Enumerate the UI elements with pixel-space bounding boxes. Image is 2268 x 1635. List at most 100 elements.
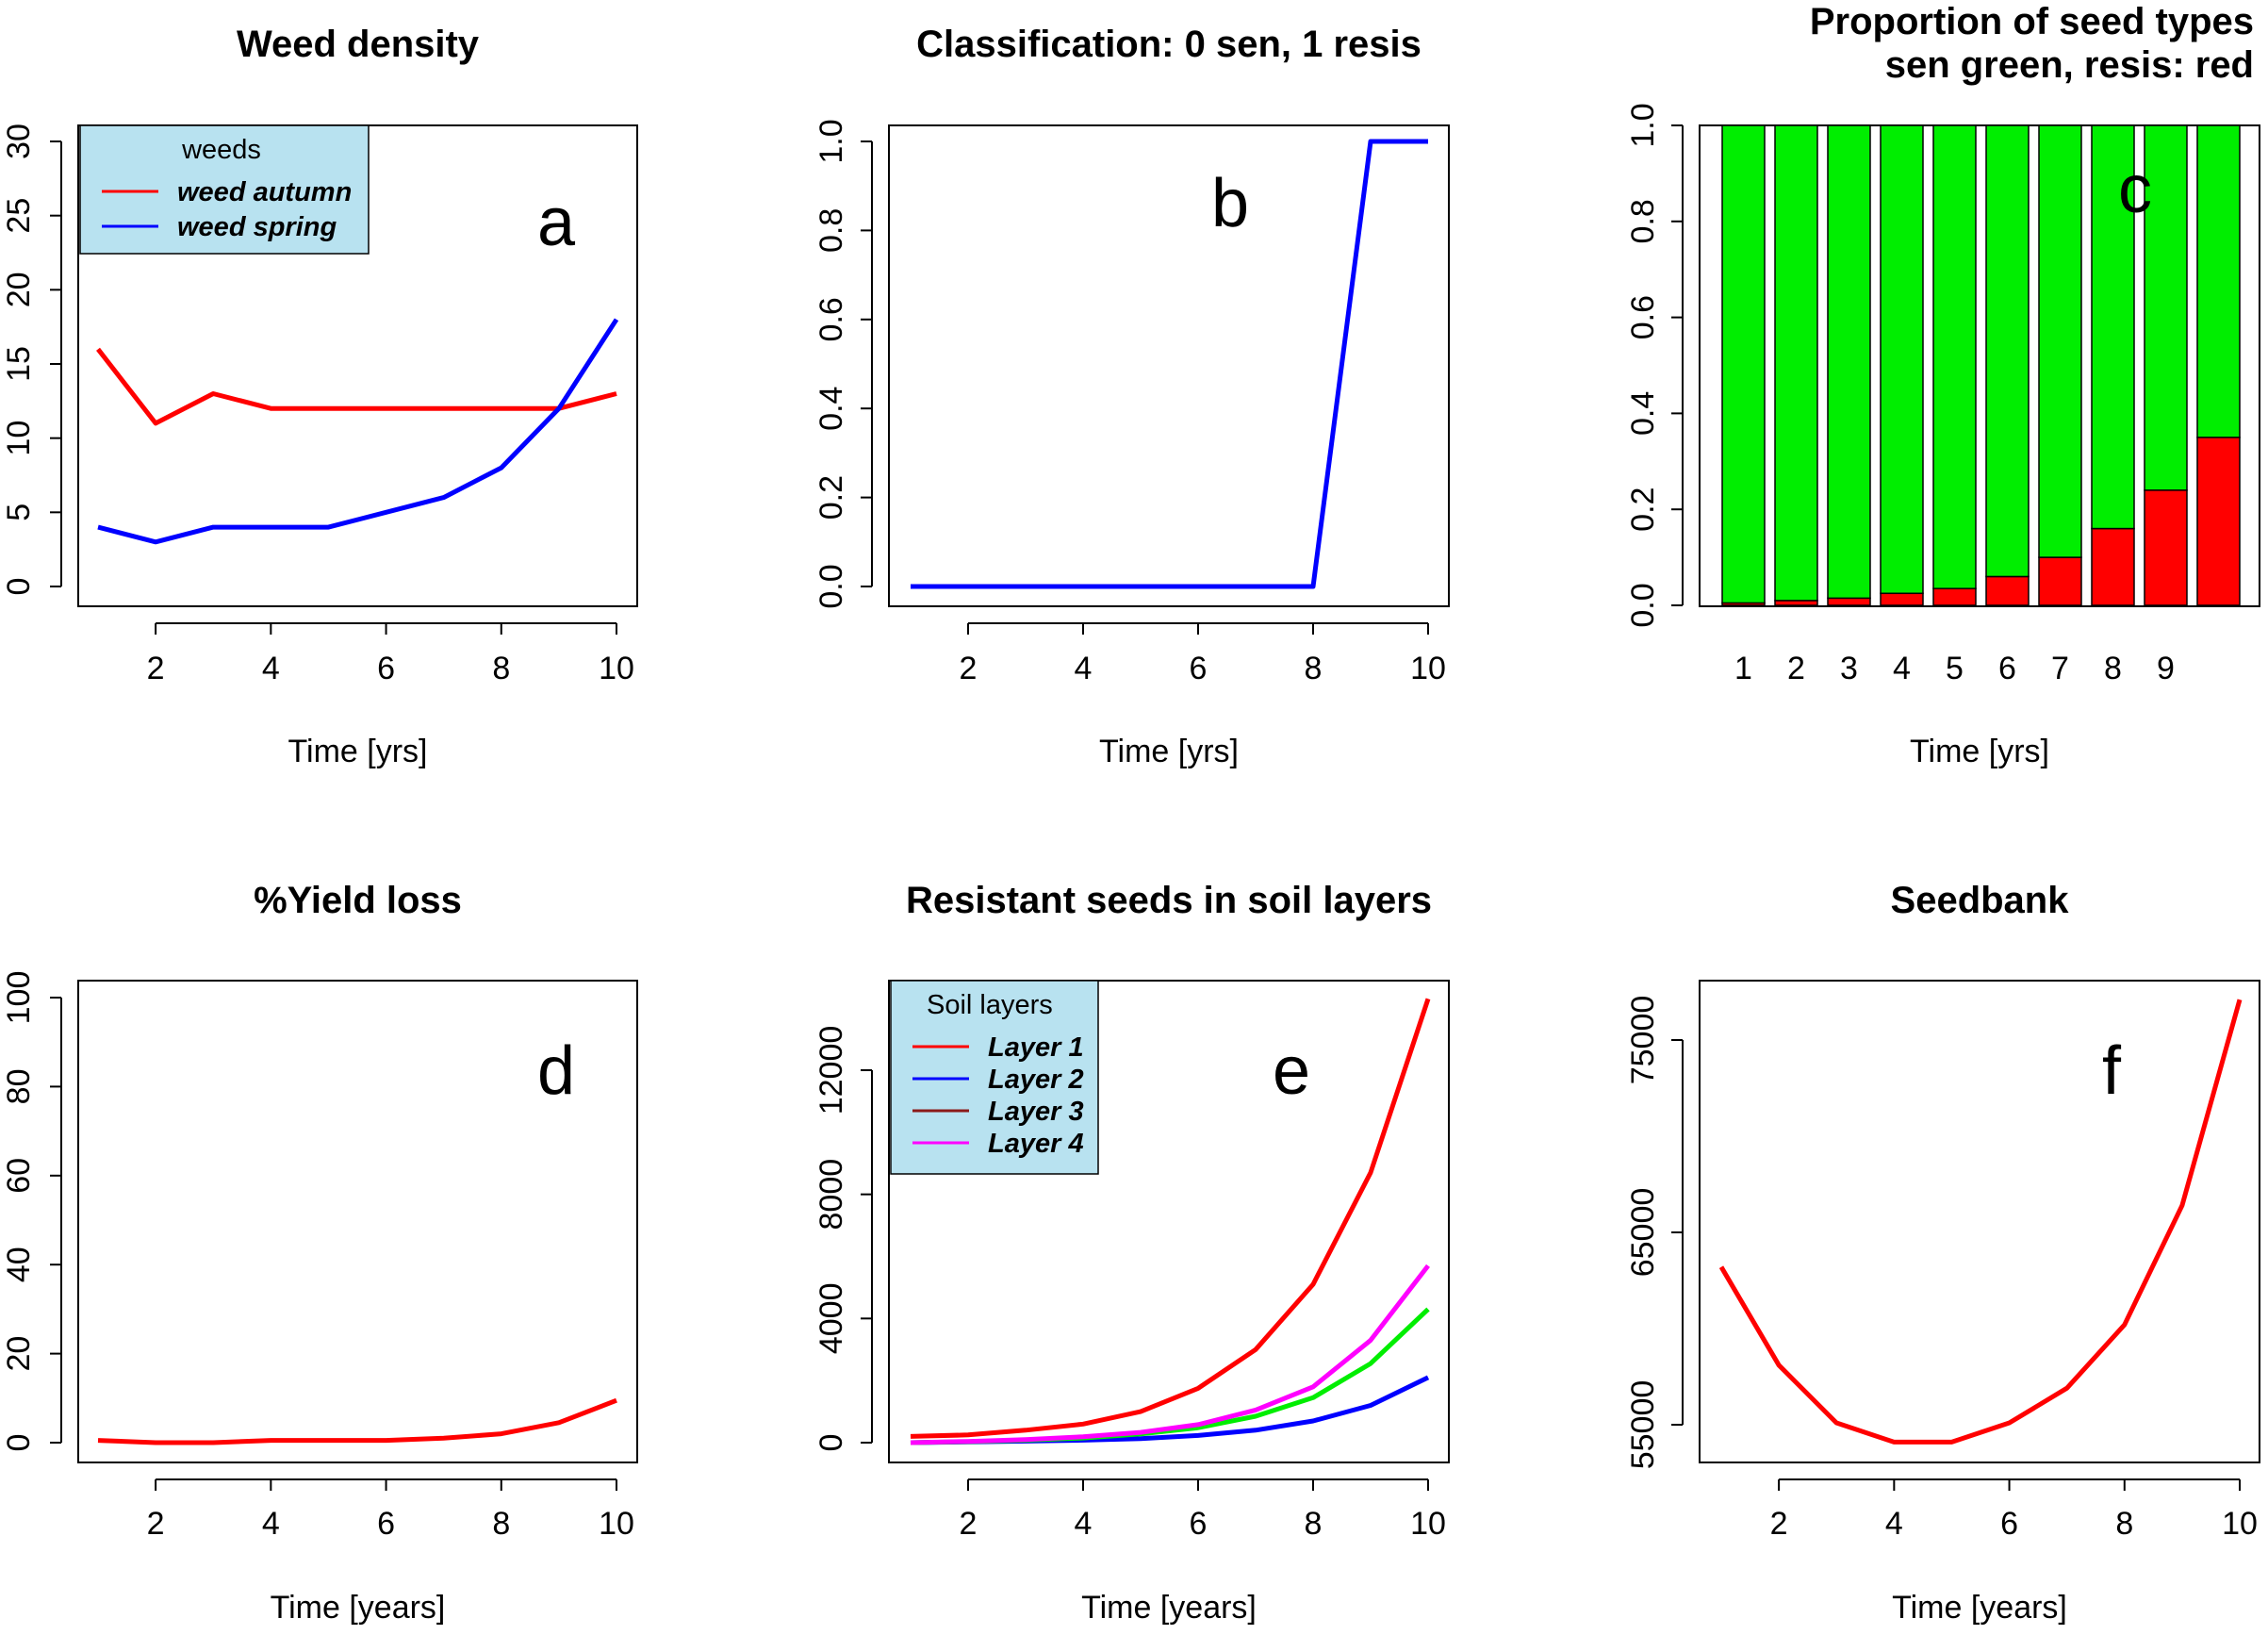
- bar-resis-4: [1880, 592, 1924, 606]
- x-tick-label: 8: [2104, 651, 2122, 686]
- panel-letter: f: [2102, 1033, 2122, 1109]
- legend-label: weed autumn: [177, 177, 352, 207]
- y-tick-label: 1.0: [814, 119, 849, 163]
- x-tick-label: 10: [2222, 1506, 2258, 1542]
- plot-frame: [888, 124, 1450, 607]
- x-tick-label: 9: [2157, 651, 2175, 686]
- y-tick-label: 0.2: [814, 475, 849, 520]
- legend-title: Soil layers: [927, 990, 1053, 1020]
- x-tick-label: 8: [492, 651, 510, 686]
- series-line-layer-4: [910, 1263, 1430, 1445]
- panel-letter: a: [537, 185, 576, 260]
- x-axis-label: Time [yrs]: [1910, 734, 2049, 769]
- x-tick-label: 2: [960, 1506, 978, 1542]
- y-tick-label: 30: [1, 124, 37, 159]
- legend-title: weeds: [181, 135, 261, 165]
- bar-sen-6: [1985, 124, 2030, 578]
- y-tick-label: 5: [1, 504, 37, 521]
- x-tick-label: 4: [262, 651, 280, 686]
- panel-letter: b: [1211, 166, 1249, 241]
- panel-letter: c: [2118, 152, 2152, 227]
- x-tick-label: 8: [492, 1506, 510, 1542]
- x-tick-label: 2: [1770, 1506, 1788, 1542]
- series-line-yield-loss: [97, 1397, 617, 1445]
- x-tick-label: 4: [1075, 651, 1093, 686]
- plot-frame: [1699, 980, 2260, 1463]
- bar-resis-10: [2196, 437, 2241, 606]
- series-line-classification: [911, 139, 1428, 589]
- x-tick-label: 6: [1190, 1506, 1208, 1542]
- legend-label: weed spring: [177, 212, 337, 242]
- x-axis-label: Time [yrs]: [288, 734, 428, 769]
- chart-panel-b: Classification: 0 sen, 1 resis 0.0 0.2 0.4 0…: [814, 24, 1450, 769]
- y-tick-label: 1.0: [1625, 103, 1661, 147]
- x-tick-label: 10: [599, 651, 634, 686]
- y-tick-label: 0.0: [814, 564, 849, 608]
- bar-resis-5: [1932, 587, 1977, 606]
- bar-resis-7: [2038, 556, 2082, 606]
- bar-sen-3: [1827, 124, 1871, 600]
- chart-title: Seedbank: [1891, 880, 2070, 921]
- bar-sen-4: [1880, 124, 1924, 595]
- x-tick-label: 1: [1734, 651, 1752, 686]
- x-tick-label: 7: [2051, 651, 2069, 686]
- x-tick-label: 6: [1190, 651, 1208, 686]
- bar-sen-1: [1721, 124, 1766, 604]
- x-tick-label: 10: [599, 1506, 634, 1542]
- plot-frame: [888, 980, 1450, 1463]
- y-tick-label: 0.6: [814, 297, 849, 341]
- bar-resis-2: [1774, 600, 1818, 606]
- x-tick-label: 4: [1885, 1506, 1903, 1542]
- y-tick-label: 0.8: [1625, 199, 1661, 243]
- panel-letter: e: [1273, 1033, 1310, 1109]
- y-tick-label: 40: [1, 1247, 37, 1282]
- y-tick-label: 20: [1, 1336, 37, 1372]
- y-tick-label: 0.4: [1625, 391, 1661, 436]
- y-tick-label: 0: [1, 578, 37, 596]
- y-tick-label: 100: [1, 971, 37, 1025]
- y-tick-label: 0.6: [1625, 295, 1661, 339]
- x-axis-label: Time [years]: [1081, 1590, 1257, 1626]
- x-tick-label: 6: [2000, 1506, 2018, 1542]
- y-tick-label: 4000: [814, 1283, 849, 1355]
- chart-title: Weed density: [237, 24, 480, 65]
- legend: weeds weed autumn weed spring: [79, 124, 370, 255]
- x-tick-label: 2: [147, 1506, 165, 1542]
- chart-title: %Yield loss: [254, 880, 462, 921]
- y-tick-label: 15: [1, 346, 37, 382]
- y-tick-label: 10: [1, 421, 37, 456]
- series-line-layer-3: [910, 1307, 1430, 1445]
- chart-panel-d: %Yield loss 0 20 40 60 80 100 2 4 6 8 10 Time [years…: [1, 880, 638, 1626]
- y-tick-label: 20: [1, 272, 37, 307]
- x-tick-label: 4: [1075, 1506, 1093, 1542]
- legend-label: Layer 2: [988, 1065, 1084, 1095]
- series-line-weed-autumn: [96, 347, 617, 426]
- chart-panel-a: Weed density 0 5 10 15 20 25 30 2 4 6 8 10 Time [yrs]…: [1, 24, 638, 769]
- chart-subtitle: sen green, resis: red: [1885, 44, 2254, 86]
- x-tick-label: 8: [2115, 1506, 2133, 1542]
- legend-label: Layer 4: [988, 1129, 1084, 1159]
- y-tick-label: 0.4: [814, 387, 849, 431]
- x-axis-label: Time [years]: [271, 1590, 446, 1626]
- bar-resis-9: [2144, 489, 2188, 606]
- x-tick-label: 4: [1893, 651, 1911, 686]
- y-tick-label: 0.2: [1625, 487, 1661, 532]
- plot-frame: [1699, 124, 2260, 607]
- chart-title: Resistant seeds in soil layers: [906, 880, 1432, 921]
- legend-label: Layer 3: [988, 1097, 1084, 1127]
- bar-sen-8: [2091, 124, 2135, 530]
- chart-panel-e: Resistant seeds in soil layers 0 4000 8000 1…: [814, 880, 1450, 1626]
- series-line-layer-1: [910, 998, 1431, 1439]
- y-tick-label: 65000: [1625, 1188, 1661, 1278]
- x-tick-label: 5: [1946, 651, 1964, 686]
- bar-sen-5: [1932, 124, 1977, 589]
- bar-sen-2: [1774, 124, 1818, 602]
- y-tick-label: 0: [814, 1434, 849, 1452]
- y-tick-label: 0: [1, 1434, 37, 1452]
- x-tick-label: 8: [1305, 651, 1323, 686]
- series-line-weed-spring: [97, 318, 619, 545]
- x-tick-label: 6: [1998, 651, 2016, 686]
- x-tick-label: 2: [1787, 651, 1805, 686]
- x-axis-label: Time [years]: [1892, 1590, 2067, 1626]
- y-tick-label: 12000: [814, 1026, 849, 1115]
